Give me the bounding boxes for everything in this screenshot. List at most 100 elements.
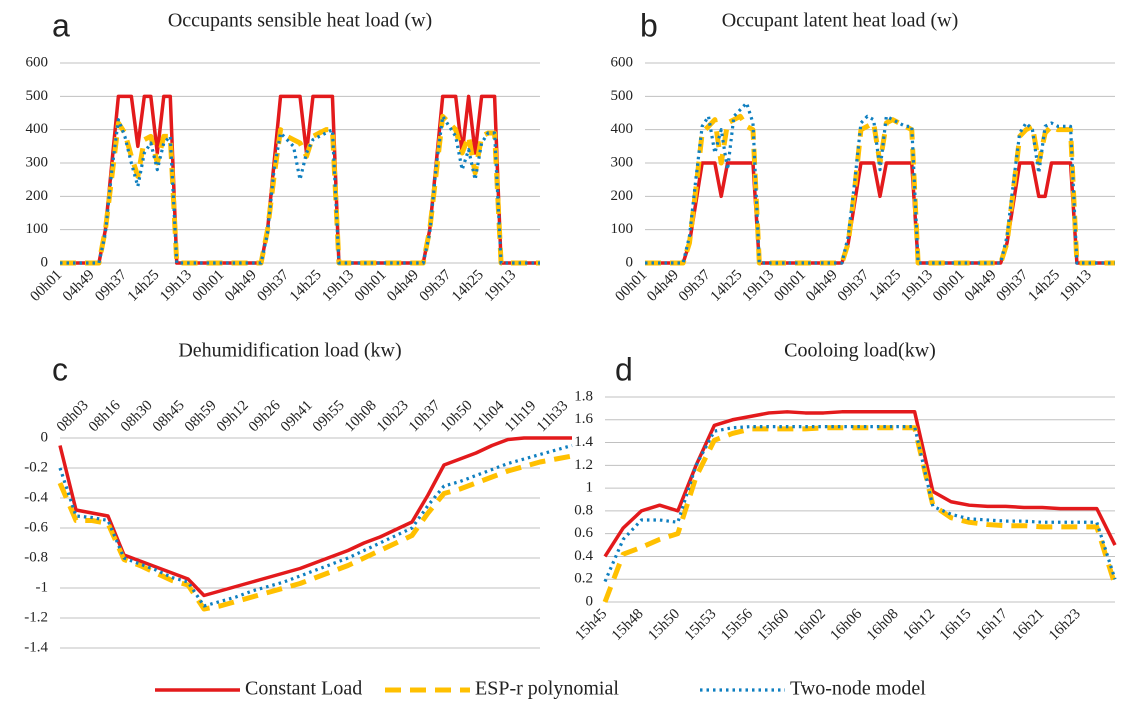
x-tick-label: 15h53 — [682, 606, 720, 644]
series-line — [58, 436, 572, 598]
y-tick-label: 200 — [26, 188, 49, 204]
series-line — [645, 161, 1115, 265]
x-tick-label: 04h49 — [384, 267, 422, 305]
legend-label: ESP-r polynomial — [475, 678, 619, 700]
x-tick-label: 15h45 — [572, 606, 610, 644]
x-tick-label: 00h01 — [190, 267, 228, 305]
x-tick-label: 00h01 — [612, 267, 650, 305]
x-tick-label: 19h13 — [157, 267, 195, 305]
x-tick-label: 09h55 — [310, 397, 348, 435]
legend-label: Two-node model — [790, 678, 926, 700]
y-tick-label: 300 — [26, 154, 49, 170]
x-tick-label: 16h17 — [973, 606, 1011, 644]
x-tick-label: 19h13 — [481, 267, 519, 305]
x-tick-label: 15h48 — [609, 606, 647, 644]
chart-title: Occupants sensible heat load (w) — [168, 10, 432, 32]
series-line — [57, 453, 573, 612]
chart-title: Occupant latent heat load (w) — [722, 10, 959, 32]
y-tick-label: 500 — [26, 88, 49, 104]
series-line — [58, 443, 573, 608]
series-line — [60, 113, 540, 266]
x-tick-label: 09h37 — [254, 267, 292, 305]
chart-title: Dehumidification load (kw) — [178, 340, 401, 362]
y-tick-label: 600 — [611, 54, 634, 70]
x-tick-label: 15h56 — [718, 606, 756, 644]
x-tick-label: 09h37 — [676, 267, 714, 305]
x-tick-label: 08h45 — [150, 397, 188, 435]
series-line — [60, 94, 540, 265]
x-tick-label: 11h04 — [470, 397, 508, 435]
y-tick-label: 0 — [586, 593, 594, 609]
y-tick-label: 0.6 — [574, 525, 593, 541]
y-tick-label: 0 — [41, 429, 49, 445]
x-tick-label: 16h08 — [864, 606, 902, 644]
x-tick-label: 10h37 — [406, 397, 444, 435]
y-tick-label: -0.2 — [24, 459, 48, 475]
x-tick-label: 08h16 — [86, 397, 124, 435]
x-tick-label: 16h23 — [1046, 606, 1084, 644]
x-tick-label: 14h25 — [1025, 267, 1063, 305]
x-tick-label: 16h12 — [900, 606, 938, 644]
y-tick-label: 500 — [611, 88, 634, 104]
x-tick-label: 10h08 — [342, 397, 380, 435]
y-tick-label: 1.6 — [574, 411, 593, 427]
y-tick-label: 400 — [611, 121, 634, 137]
x-tick-label: 08h59 — [182, 397, 220, 435]
x-tick-label: 19h13 — [739, 267, 777, 305]
y-tick-label: 400 — [26, 121, 49, 137]
x-tick-label: 00h01 — [27, 267, 65, 305]
x-tick-label: 14h25 — [287, 267, 325, 305]
panel-letter: a — [52, 7, 70, 43]
x-tick-label: 09h12 — [214, 397, 252, 435]
x-tick-label: 04h49 — [60, 267, 98, 305]
x-tick-label: 19h13 — [319, 267, 357, 305]
y-tick-label: 1.2 — [574, 457, 593, 473]
panel-letter: c — [52, 351, 68, 387]
series-line — [602, 425, 1118, 603]
x-tick-label: 10h23 — [374, 397, 412, 435]
y-tick-label: -1.4 — [24, 639, 48, 655]
y-tick-label: 1.4 — [574, 434, 593, 450]
x-tick-label: 14h25 — [708, 267, 746, 305]
panel-letter: b — [640, 7, 658, 43]
x-tick-label: 09h41 — [278, 397, 316, 435]
panel-letter: d — [615, 351, 633, 387]
y-tick-label: 0 — [41, 254, 49, 270]
x-tick-label: 14h25 — [125, 267, 163, 305]
y-tick-label: 200 — [611, 188, 634, 204]
series-line — [603, 410, 1117, 558]
x-tick-label: 15h50 — [645, 606, 683, 644]
y-tick-label: -0.6 — [24, 519, 48, 535]
series-line — [645, 101, 1115, 265]
x-tick-label: 09h37 — [92, 267, 130, 305]
legend-label: Constant Load — [245, 678, 362, 700]
x-tick-label: 19h13 — [898, 267, 936, 305]
y-tick-label: 0 — [626, 254, 634, 270]
y-tick-label: 0.2 — [574, 571, 593, 587]
y-tick-label: -1.2 — [24, 609, 48, 625]
series-line — [60, 114, 540, 265]
x-tick-label: 04h49 — [644, 267, 682, 305]
x-tick-label: 00h01 — [930, 267, 968, 305]
y-tick-label: 1 — [586, 480, 594, 496]
y-tick-label: -1 — [36, 579, 49, 595]
x-tick-label: 00h01 — [771, 267, 809, 305]
x-tick-label: 19h13 — [1057, 267, 1095, 305]
y-tick-label: 100 — [611, 221, 634, 237]
x-tick-label: 04h49 — [803, 267, 841, 305]
x-tick-label: 16h15 — [937, 606, 975, 644]
chart-title: Cooloing load(kw) — [784, 340, 936, 362]
x-tick-label: 09h26 — [246, 397, 284, 435]
y-tick-label: -0.4 — [24, 489, 48, 505]
x-tick-label: 09h37 — [994, 267, 1032, 305]
x-tick-label: 11h33 — [534, 398, 571, 435]
x-tick-label: 11h19 — [502, 398, 539, 435]
y-tick-label: 600 — [26, 54, 49, 70]
x-tick-label: 09h37 — [417, 267, 455, 305]
x-tick-label: 16h02 — [791, 606, 829, 644]
x-tick-label: 08h03 — [54, 397, 92, 435]
y-tick-label: 100 — [26, 221, 49, 237]
x-tick-label: 04h49 — [962, 267, 1000, 305]
x-tick-label: 08h30 — [118, 397, 156, 435]
